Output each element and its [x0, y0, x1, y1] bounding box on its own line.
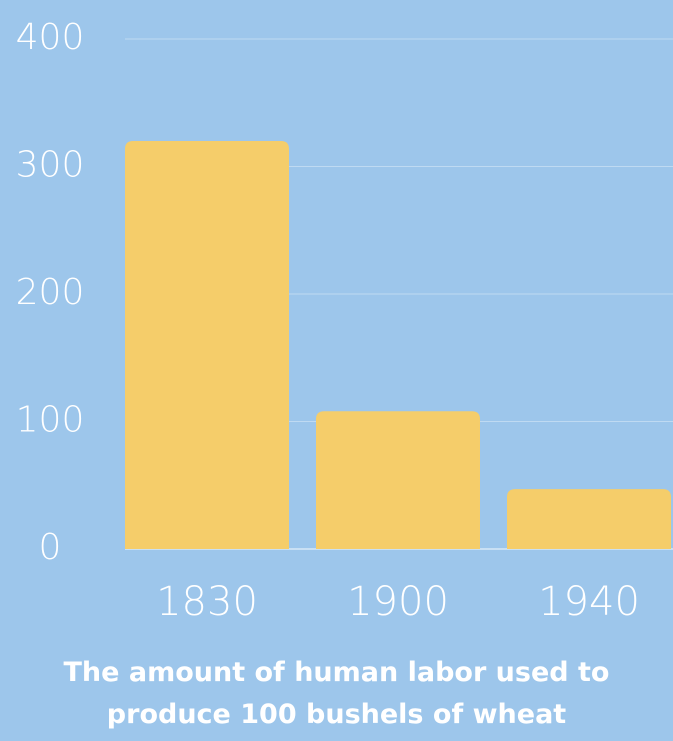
bar [316, 411, 480, 549]
x-tick-label: 1830 [156, 579, 258, 625]
bar [125, 141, 289, 549]
chart-title: The amount of human labor used to produc… [63, 657, 610, 730]
y-tick-label: 200 [16, 272, 85, 313]
y-tick-label: 0 [39, 527, 62, 568]
y-tick-label: 100 [16, 400, 85, 441]
bar [507, 489, 671, 549]
chart: 0 100 200 300 400 1830 1900 1940 [16, 17, 673, 625]
x-tick-label: 1940 [538, 579, 640, 625]
x-tick-label: 1900 [347, 579, 449, 625]
y-tick-label: 300 [16, 145, 85, 186]
y-tick-label: 400 [16, 17, 85, 58]
